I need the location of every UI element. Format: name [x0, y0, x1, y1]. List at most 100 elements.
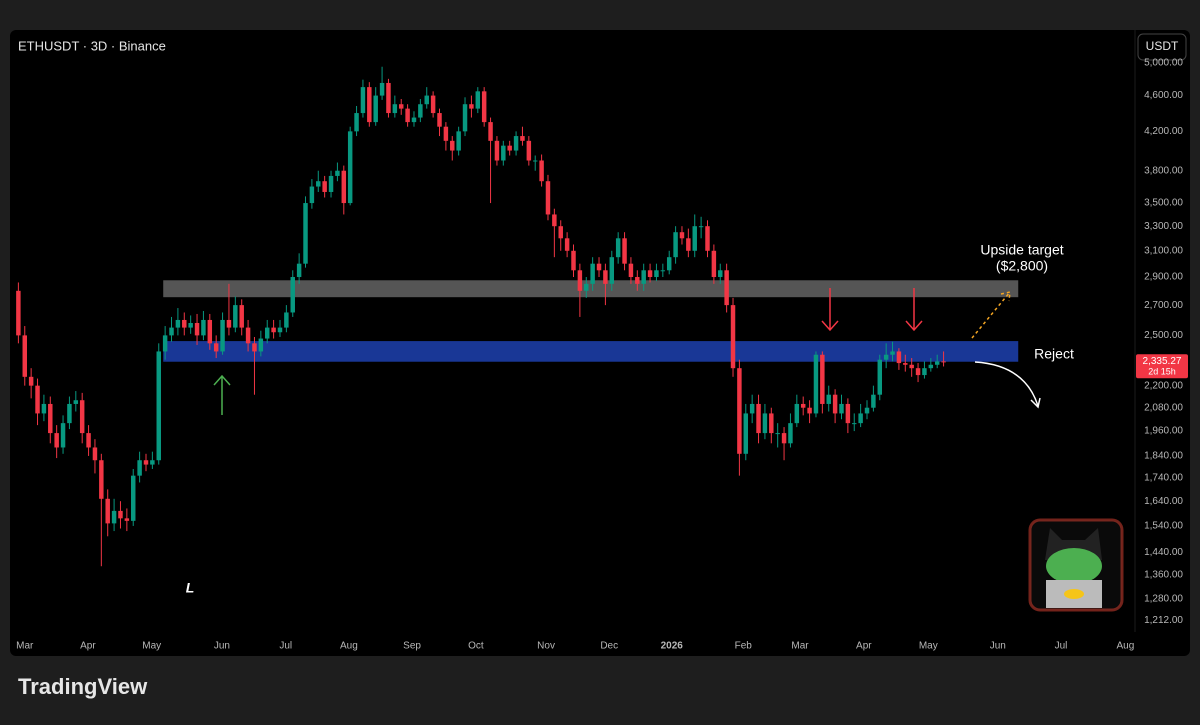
candle-body	[111, 510, 117, 524]
candle-body	[800, 403, 806, 408]
candle-body	[590, 263, 595, 284]
x-tick-label: Oct	[468, 641, 484, 652]
x-tick-label: Aug	[340, 641, 358, 652]
x-tick-label: Nov	[537, 641, 555, 652]
x-tick-label: Mar	[16, 641, 34, 652]
x-tick-label: 2026	[661, 641, 684, 652]
candle-body	[233, 305, 238, 328]
annotation: ($2,800)	[996, 258, 1048, 274]
candle-body	[67, 403, 72, 424]
y-tick-label: 2,500.00	[1144, 330, 1183, 341]
x-tick-label: May	[142, 641, 161, 652]
candle-body	[513, 136, 519, 151]
y-tick-label: 1,640.00	[1144, 496, 1183, 507]
candle-body	[418, 104, 423, 118]
candle-body	[718, 270, 723, 278]
candle-body	[532, 160, 538, 162]
candle-body	[207, 319, 213, 344]
mascot-icon	[1028, 518, 1124, 612]
candle-body	[175, 319, 181, 328]
zone	[163, 280, 1019, 298]
candle-body	[647, 270, 653, 278]
candle-body	[73, 400, 79, 404]
candle-body	[386, 82, 391, 114]
candle-body	[54, 433, 59, 448]
candle-body	[48, 403, 53, 434]
x-tick-label: Apr	[856, 641, 872, 652]
candle-body	[341, 170, 347, 204]
down-arrow	[821, 288, 839, 332]
candle-body	[635, 277, 640, 284]
candle-body	[501, 145, 506, 161]
candle-body	[520, 136, 525, 141]
candle-body	[488, 122, 493, 141]
candle-body	[654, 270, 659, 278]
symbol-title: ETHUSDT · 3D · Binance	[18, 38, 166, 53]
candle-body	[462, 104, 468, 132]
annotation: L	[186, 580, 195, 596]
candle-body	[252, 343, 257, 352]
candle-body	[475, 91, 481, 109]
candle-body	[481, 91, 487, 123]
candle-body	[309, 186, 315, 204]
candle-body	[35, 385, 40, 414]
y-tick-label: 1,440.00	[1144, 547, 1183, 558]
candle-body	[316, 181, 321, 187]
x-tick-label: Sep	[403, 641, 421, 652]
candle-body	[864, 407, 870, 414]
candle-body	[124, 518, 130, 521]
currency-label[interactable]: USDT	[1146, 39, 1179, 53]
candle-body	[150, 460, 155, 465]
candle-body	[915, 368, 921, 376]
candle-body	[845, 403, 851, 424]
candle-body	[686, 238, 691, 251]
candle-body	[526, 140, 532, 161]
x-tick-label: Aug	[1117, 641, 1135, 652]
candle-body	[443, 126, 449, 141]
candle-body	[820, 354, 825, 404]
candle-body	[922, 368, 927, 376]
candle-body	[156, 351, 161, 461]
x-tick-label: Feb	[735, 641, 753, 652]
x-tick-label: Apr	[80, 641, 96, 652]
candle-body	[226, 319, 232, 328]
candle-body	[347, 131, 353, 204]
candle-body	[245, 327, 251, 344]
y-tick-label: 3,100.00	[1144, 245, 1183, 256]
candle-body	[628, 263, 634, 278]
x-tick-label: Jul	[1055, 641, 1068, 652]
candle-body	[213, 343, 219, 352]
candle-body	[622, 238, 627, 264]
candle-body	[762, 413, 768, 434]
y-tick-label: 1,360.00	[1144, 569, 1183, 580]
candle-body	[328, 175, 334, 192]
candle-body	[596, 263, 602, 271]
y-tick-label: 3,800.00	[1144, 165, 1183, 176]
candle-body	[430, 95, 436, 114]
y-tick-label: 2,700.00	[1144, 300, 1183, 311]
candle-body	[182, 319, 187, 328]
candle-body	[494, 140, 500, 161]
candle-body	[92, 447, 98, 461]
candle-body	[545, 181, 551, 215]
currency-button[interactable]	[1137, 33, 1187, 61]
y-tick-label: 3,300.00	[1144, 221, 1183, 232]
candle-body	[615, 238, 621, 258]
candle-body	[781, 433, 787, 444]
x-tick-label: May	[919, 641, 938, 652]
last-price-label: 2,335.27	[1143, 356, 1182, 367]
candle-body	[794, 403, 800, 424]
x-tick-label: Dec	[600, 641, 618, 652]
candle-body	[162, 335, 168, 352]
arrows	[213, 288, 1041, 415]
y-tick-label: 4,600.00	[1144, 90, 1183, 101]
candle-body	[450, 140, 455, 151]
candle-body	[558, 226, 563, 239]
candle-body	[118, 510, 123, 519]
candle-body	[564, 238, 570, 251]
candle-body	[105, 498, 110, 524]
candle-body	[373, 95, 378, 123]
x-tick-label: Jun	[990, 641, 1006, 652]
